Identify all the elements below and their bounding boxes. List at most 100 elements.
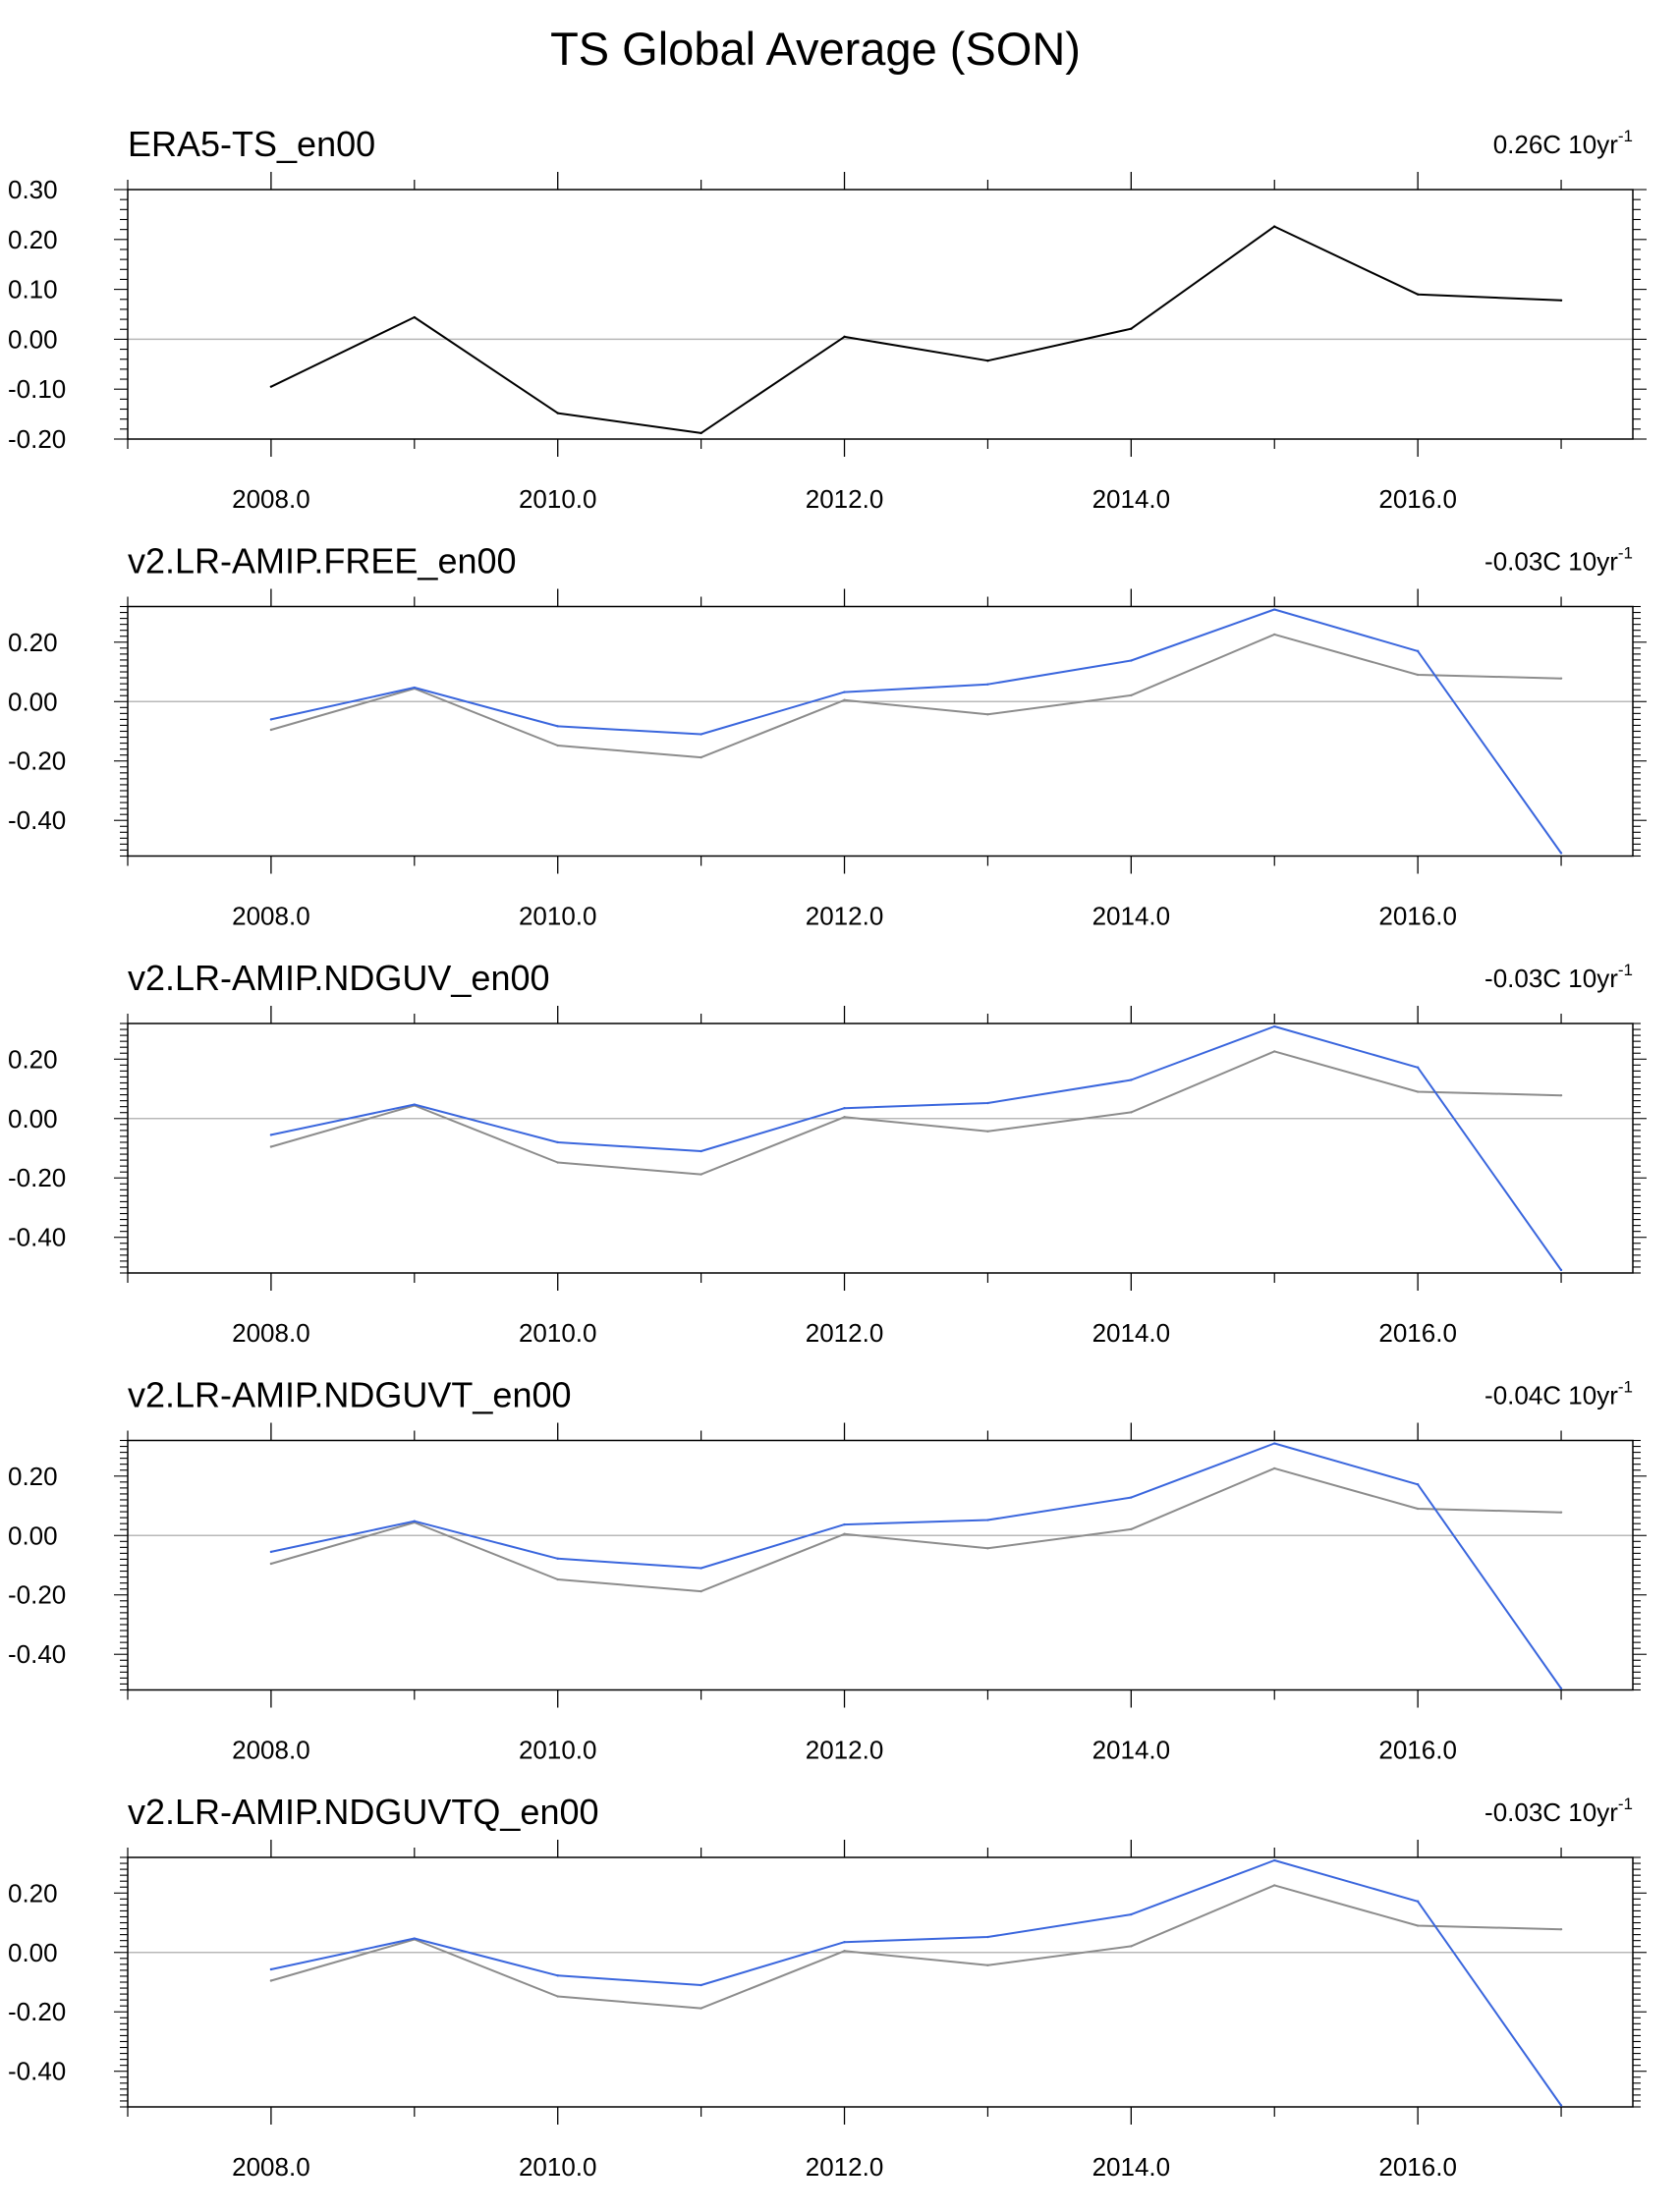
data-point-model — [1559, 2104, 1563, 2107]
data-point-reference — [986, 359, 989, 362]
y-tick-label: 0.20 — [8, 225, 58, 254]
y-tick-label: 0.20 — [8, 1044, 58, 1074]
data-point-reference_overlay — [1273, 1884, 1276, 1887]
series-line-reference_overlay — [270, 633, 1562, 759]
y-tick-label: -0.40 — [8, 2057, 66, 2086]
figure-title: TS Global Average (SON) — [550, 23, 1081, 75]
data-point-model — [700, 1149, 702, 1153]
data-point-reference — [556, 412, 559, 415]
data-point-reference_overlay — [556, 1995, 559, 1998]
data-point-reference_overlay — [843, 1532, 846, 1535]
data-point-model — [986, 683, 989, 686]
data-point-reference — [413, 315, 417, 319]
trend-label-superscript: -1 — [1618, 1795, 1633, 1813]
panel-title: v2.LR-AMIP.NDGUV_en00 — [128, 958, 550, 998]
data-point-reference_overlay — [1559, 1927, 1563, 1931]
data-point-reference — [1273, 225, 1276, 228]
x-tick-label: 2010.0 — [519, 2152, 597, 2182]
y-tick-label: -0.40 — [8, 1223, 66, 1252]
plot-frame — [127, 1856, 1634, 2108]
data-point-model — [556, 1974, 559, 1977]
y-tick-label: 0.10 — [8, 275, 58, 304]
y-tick-label: 0.00 — [8, 1938, 58, 1967]
data-point-model — [1273, 1858, 1276, 1862]
y-tick-label: -0.20 — [8, 1163, 66, 1192]
y-tick-label: -0.40 — [8, 805, 66, 835]
data-point-model — [556, 1140, 559, 1144]
x-tick-label: 2010.0 — [519, 1736, 597, 1765]
trend-label: -0.03C 10yr-1 — [1484, 961, 1633, 993]
data-point-model — [413, 1937, 417, 1940]
x-tick-label: 2008.0 — [232, 1736, 310, 1765]
chart-panel-2: v2.LR-AMIP.FREE_en00 -0.03C 10yr-1 2008.0 2… — [8, 541, 1647, 931]
data-point-reference_overlay — [843, 1116, 846, 1119]
data-point-model — [413, 1520, 417, 1522]
data-point-model — [843, 1940, 846, 1944]
x-tick-label: 2012.0 — [806, 1736, 884, 1765]
data-point-model — [1273, 1024, 1276, 1028]
data-point-model — [1559, 1687, 1563, 1690]
data-point-model — [269, 1134, 273, 1136]
y-tick-label: 0.30 — [8, 175, 58, 204]
data-point-reference_overlay — [1130, 1111, 1133, 1114]
data-point-reference — [1559, 299, 1563, 302]
data-point-model — [986, 1101, 989, 1105]
chart-panel-5: v2.LR-AMIP.NDGUVTQ_en00 -0.03C 10yr-1 2008… — [8, 1792, 1647, 2182]
y-tick-label: -0.20 — [8, 424, 66, 454]
panel-title: ERA5-TS_en00 — [128, 124, 375, 164]
x-tick-label: 2008.0 — [232, 902, 310, 931]
data-point-model — [1559, 852, 1563, 855]
x-tick-label: 2008.0 — [232, 2152, 310, 2182]
data-point-reference_overlay — [1559, 1093, 1563, 1097]
data-point-model — [1416, 1483, 1420, 1486]
data-point-reference_overlay — [269, 1979, 273, 1982]
trend-label-superscript: -1 — [1618, 127, 1633, 145]
series-line-model — [270, 1442, 1562, 1689]
data-point-reference_overlay — [1416, 673, 1420, 677]
trend-label: 0.26C 10yr-1 — [1493, 127, 1633, 159]
y-tick-label: -0.40 — [8, 1639, 66, 1669]
y-tick-label: 0.00 — [8, 1104, 58, 1134]
y-tick-label: 0.20 — [8, 1462, 58, 1491]
x-tick-label: 2012.0 — [806, 1318, 884, 1348]
data-point-model — [1130, 1912, 1133, 1916]
data-point-reference — [843, 335, 846, 339]
panel-title: v2.LR-AMIP.FREE_en00 — [128, 541, 517, 581]
x-tick-label: 2016.0 — [1378, 1318, 1457, 1348]
data-point-model — [1273, 1442, 1276, 1445]
series-line-model — [270, 1025, 1562, 1271]
data-point-model — [269, 718, 273, 721]
x-tick-label: 2016.0 — [1378, 484, 1457, 514]
x-tick-label: 2008.0 — [232, 484, 310, 514]
y-tick-label: 0.20 — [8, 1878, 58, 1908]
data-point-reference_overlay — [1130, 693, 1133, 697]
x-tick-label: 2014.0 — [1092, 484, 1171, 514]
trend-label: -0.03C 10yr-1 — [1484, 1795, 1633, 1827]
x-tick-label: 2012.0 — [806, 2152, 884, 2182]
data-point-reference_overlay — [1559, 677, 1563, 680]
x-tick-label: 2010.0 — [519, 1318, 597, 1348]
data-point-reference_overlay — [986, 1547, 989, 1550]
chart-panel-3: v2.LR-AMIP.NDGUV_en00 -0.03C 10yr-1 2008.0… — [8, 958, 1647, 1348]
data-point-reference — [269, 385, 273, 388]
chart-panel-1: ERA5-TS_en00 0.26C 10yr-1 2008.0 2010.0 2012… — [8, 124, 1647, 514]
data-point-reference_overlay — [556, 1161, 559, 1164]
data-point-reference_overlay — [269, 1145, 273, 1148]
data-point-reference_overlay — [1559, 1511, 1563, 1514]
data-point-reference_overlay — [1130, 1527, 1133, 1531]
plot-frame — [127, 1439, 1634, 1691]
x-tick-label: 2016.0 — [1378, 902, 1457, 931]
data-point-model — [269, 1550, 273, 1554]
x-tick-label: 2014.0 — [1092, 2152, 1171, 2182]
y-tick-label: 0.00 — [8, 1521, 58, 1550]
data-point-reference_overlay — [269, 1562, 273, 1566]
data-point-reference_overlay — [1273, 633, 1276, 636]
x-tick-label: 2010.0 — [519, 484, 597, 514]
data-point-model — [269, 1967, 273, 1971]
y-tick-label: -0.20 — [8, 747, 66, 776]
data-point-reference_overlay — [1416, 1090, 1420, 1093]
y-tick-label: -0.10 — [8, 374, 66, 404]
plot-frame — [127, 1023, 1634, 1274]
y-tick-label: 0.00 — [8, 687, 58, 716]
data-point-reference — [700, 431, 702, 435]
